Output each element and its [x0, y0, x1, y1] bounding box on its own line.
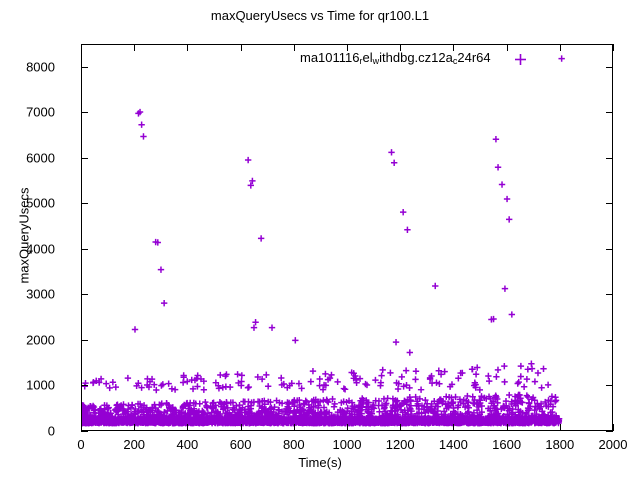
- y-tick-label: 0: [47, 423, 55, 439]
- x-tick-mark: [559, 424, 561, 431]
- y-tick-mark-right: [606, 339, 613, 341]
- x-tick-mark-top: [240, 44, 242, 51]
- x-tick-mark-top: [559, 44, 561, 51]
- y-tick-mark-right: [606, 385, 613, 387]
- x-tick-mark: [453, 424, 455, 431]
- x-tick-label: 1600: [492, 437, 522, 452]
- plot-area: [81, 44, 613, 431]
- y-tick-mark: [81, 248, 88, 250]
- x-tick-label: 600: [229, 437, 252, 452]
- y-tick-label: 8000: [26, 59, 55, 75]
- y-tick-label: 6000: [26, 150, 55, 166]
- y-tick-mark: [81, 112, 88, 114]
- scatter-plot-canvas: [82, 55, 565, 427]
- y-tick-label: 1000: [26, 377, 55, 393]
- plus-marker-icon: [515, 53, 527, 65]
- x-tick-mark-top: [293, 44, 295, 51]
- legend-marker-key: [491, 50, 551, 65]
- y-tick-mark-right: [606, 157, 613, 159]
- x-tick-mark-top: [187, 44, 189, 51]
- x-tick-label: 800: [282, 437, 305, 452]
- y-tick-label: 3000: [26, 286, 55, 302]
- y-tick-label: 5000: [26, 195, 55, 211]
- y-tick-label: 2000: [26, 332, 55, 348]
- x-tick-label: 200: [123, 437, 146, 452]
- y-axis-title: maxQueryUsecs: [16, 187, 32, 284]
- y-tick-label: 7000: [26, 104, 55, 120]
- x-tick-label: 1800: [545, 437, 575, 452]
- x-tick-mark: [506, 424, 508, 431]
- y-tick-mark: [81, 431, 88, 432]
- x-tick-mark-top: [613, 44, 614, 51]
- legend: ma101116relwithdbg.cz12ac24r64: [300, 49, 551, 67]
- x-tick-mark: [293, 424, 295, 431]
- x-tick-mark: [187, 424, 189, 431]
- x-tick-mark: [400, 424, 402, 431]
- y-tick-mark-right: [606, 248, 613, 250]
- y-tick-mark-right: [606, 112, 613, 114]
- y-tick-mark: [81, 294, 88, 296]
- x-tick-mark-top: [400, 44, 402, 51]
- x-tick-mark-top: [347, 44, 348, 51]
- y-tick-mark: [81, 66, 88, 68]
- x-tick-label: 0: [77, 437, 85, 452]
- y-tick-mark-right: [606, 66, 613, 68]
- x-tick-mark: [347, 424, 348, 431]
- x-tick-mark: [240, 424, 242, 431]
- x-tick-label: 400: [176, 437, 199, 452]
- legend-series-label: ma101116relwithdbg.cz12ac24r64: [300, 50, 491, 66]
- y-tick-mark-right: [606, 294, 613, 296]
- x-tick-label: 1200: [385, 437, 415, 452]
- x-tick-mark-top: [134, 44, 136, 51]
- y-tick-mark-right: [606, 431, 613, 432]
- page-title: maxQueryUsecs vs Time for qr100.L1: [210, 8, 430, 23]
- x-tick-mark-top: [453, 44, 455, 51]
- x-tick-label: 1000: [332, 437, 362, 452]
- y-tick-mark-right: [606, 203, 613, 205]
- x-tick-mark-top: [506, 44, 508, 51]
- y-tick-label: 4000: [26, 241, 55, 257]
- x-tick-mark: [81, 424, 82, 431]
- y-tick-mark: [81, 339, 88, 341]
- x-tick-mark: [613, 424, 614, 431]
- x-tick-mark-top: [81, 44, 82, 51]
- x-axis-title: Time(s): [298, 455, 342, 470]
- y-tick-mark: [81, 203, 88, 205]
- y-tick-mark: [81, 385, 88, 387]
- y-tick-mark: [81, 157, 88, 159]
- x-tick-label: 2000: [598, 437, 628, 452]
- x-tick-mark: [134, 424, 136, 431]
- x-tick-label: 1400: [438, 437, 468, 452]
